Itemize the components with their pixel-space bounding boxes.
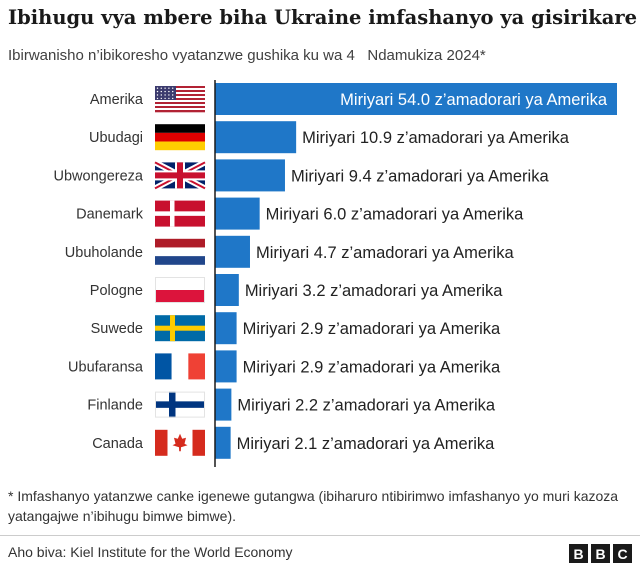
category-label: Amerika	[90, 92, 144, 108]
france-flag-icon	[155, 353, 205, 380]
sweden-flag-icon	[155, 315, 205, 342]
bar	[215, 83, 617, 115]
bar	[215, 159, 285, 192]
data-label: Miriyari 3.2 z’amadorari ya Amerika	[245, 282, 503, 300]
data-label: Miriyari 2.2 z’amadorari ya Amerika	[237, 397, 495, 415]
bbc-logo-letter: B	[591, 544, 610, 563]
category-label: Ubufaransa	[68, 359, 144, 375]
data-label: Miriyari 9.4 z’amadorari ya Amerika	[291, 167, 549, 185]
finland-flag-icon	[155, 391, 205, 418]
bar	[215, 121, 297, 154]
source-note: Aho biva: Kiel Institute for the World E…	[8, 544, 293, 560]
germany-flag-icon	[155, 124, 205, 151]
bar	[215, 350, 237, 383]
category-label: Ubudagi	[89, 130, 143, 146]
data-label: Miriyari 2.9 z’amadorari ya Amerika	[243, 320, 501, 338]
chart-title: Ibihugu vya mbere biha Ukraine imfashany…	[8, 6, 638, 29]
data-label: Miriyari 2.1 z’amadorari ya Amerika	[237, 435, 495, 453]
chart-subtitle: Ibirwanisho n’ibikoresho vyatanzwe gushi…	[8, 47, 486, 64]
category-label: Ubwongereza	[54, 168, 144, 184]
footer-divider	[0, 535, 640, 536]
bar-chart: Amerika Miriyari 54.0 z’amadorari ya Amer…	[54, 80, 617, 467]
uk-flag-icon	[153, 159, 207, 192]
poland-flag-icon	[155, 277, 205, 303]
category-label: Finlande	[87, 398, 143, 414]
bar	[215, 274, 239, 306]
data-label: Miriyari 10.9 z’amadorari ya Amerika	[302, 129, 570, 147]
bar	[215, 426, 231, 459]
category-label: Ubuholande	[65, 245, 143, 261]
denmark-flag-icon	[155, 200, 205, 227]
data-label: Miriyari 54.0 z’amadorari ya Amerika	[340, 91, 608, 109]
bar	[215, 235, 250, 268]
bar	[215, 312, 237, 345]
category-label: Canada	[92, 436, 144, 452]
canada-flag-icon	[155, 429, 205, 456]
bbc-logo-letter: C	[613, 544, 632, 563]
category-label: Danemark	[76, 207, 144, 223]
data-label: Miriyari 4.7 z’amadorari ya Amerika	[256, 244, 514, 262]
bbc-logo: B B C	[569, 544, 632, 563]
data-label: Miriyari 6.0 z’amadorari ya Amerika	[266, 206, 524, 224]
usa-flag-icon	[155, 86, 205, 113]
bbc-logo-letter: B	[569, 544, 588, 563]
netherlands-flag-icon	[155, 238, 205, 265]
bar	[215, 388, 232, 421]
category-label: Pologne	[90, 283, 143, 299]
bar	[215, 197, 260, 230]
footnote: * Imfashanyo yatanzwe canke igenewe guta…	[8, 488, 619, 524]
category-label: Suwede	[91, 321, 143, 337]
data-label: Miriyari 2.9 z’amadorari ya Amerika	[243, 358, 501, 376]
